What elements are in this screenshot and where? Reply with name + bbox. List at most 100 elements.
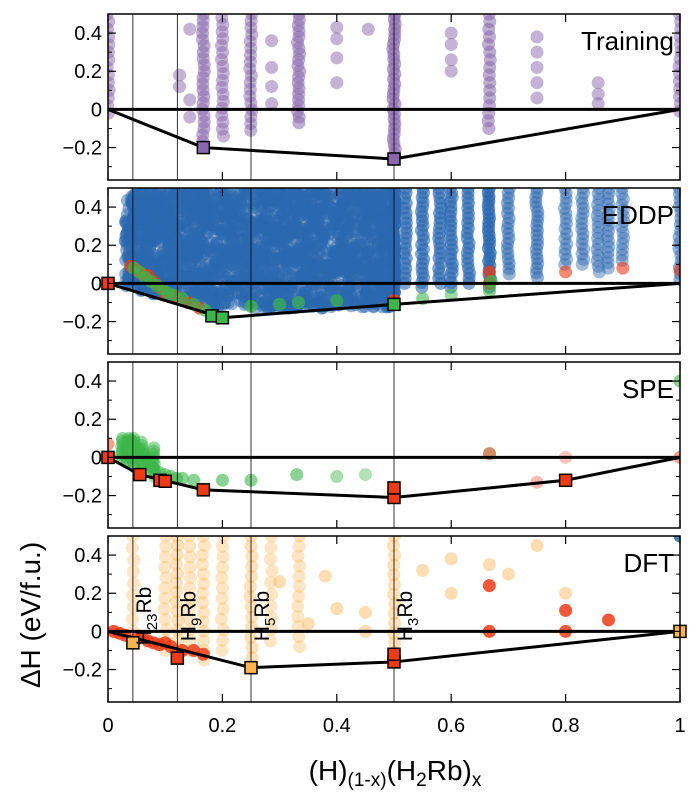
data-point <box>530 60 544 74</box>
data-point <box>245 640 259 654</box>
data-point <box>271 236 285 250</box>
data-point <box>615 188 629 195</box>
data-point <box>169 576 183 590</box>
data-point <box>215 643 229 657</box>
data-point <box>330 602 344 616</box>
data-point <box>169 585 183 599</box>
data-point <box>220 215 234 229</box>
y-tick-label: 0.4 <box>74 545 102 567</box>
data-point <box>616 226 630 240</box>
data-point <box>216 623 230 637</box>
data-point <box>300 258 314 272</box>
data-point <box>302 234 316 248</box>
data-point <box>134 194 148 208</box>
data-point <box>575 237 589 251</box>
data-point <box>616 192 630 206</box>
data-point <box>293 559 307 573</box>
data-point <box>254 241 268 255</box>
y-tick-label: 0 <box>91 273 102 295</box>
data-point <box>673 14 680 21</box>
data-point <box>615 188 629 201</box>
x-tick-label: 0.8 <box>552 715 580 737</box>
data-point <box>575 222 589 236</box>
data-point <box>127 553 141 567</box>
y-tick-label: 0.4 <box>74 197 102 219</box>
data-point <box>197 194 211 208</box>
data-point <box>183 581 197 595</box>
data-point <box>158 581 172 595</box>
data-point <box>238 246 252 260</box>
data-point <box>559 265 573 279</box>
panel-eddp: −0.2 0 0.2 0.4 EDDP <box>63 187 681 355</box>
data-point <box>365 205 379 219</box>
data-point <box>291 620 305 634</box>
data-point <box>591 215 605 229</box>
data-point <box>601 256 615 270</box>
hull-point-marker <box>158 474 172 489</box>
data-point <box>195 283 209 297</box>
data-point <box>108 437 115 451</box>
hull-point-marker <box>126 636 140 650</box>
panel-spe: −0.2 0 0.2 0.4 SPE <box>63 361 681 529</box>
data-point <box>444 288 458 302</box>
composition-label: H5Rb <box>251 591 279 641</box>
data-point <box>125 612 139 626</box>
data-point <box>291 295 305 309</box>
data-point <box>560 227 574 241</box>
y-tick-label: 0.2 <box>74 235 102 257</box>
data-point <box>444 64 458 78</box>
data-point <box>293 640 307 654</box>
data-point <box>617 231 631 245</box>
data-point <box>159 571 173 585</box>
data-point <box>576 201 590 215</box>
hull-point-marker <box>133 467 147 482</box>
data-point <box>273 575 287 589</box>
data-point <box>363 188 377 196</box>
data-point <box>216 298 230 312</box>
data-point <box>344 250 358 264</box>
data-point <box>183 22 197 36</box>
data-point <box>308 201 322 215</box>
data-point <box>227 252 241 266</box>
data-point <box>592 188 606 195</box>
data-point <box>161 201 175 215</box>
data-point <box>330 76 344 90</box>
data-point <box>301 617 315 631</box>
data-point <box>416 188 430 195</box>
data-point <box>591 259 605 273</box>
data-point <box>560 252 574 266</box>
data-point <box>559 206 573 220</box>
data-point <box>216 633 230 647</box>
data-point <box>245 549 259 563</box>
data-point <box>617 214 631 228</box>
data-point <box>416 563 430 577</box>
data-point <box>183 623 197 637</box>
data-point <box>245 610 259 624</box>
data-point <box>245 570 259 584</box>
data-point <box>443 188 457 195</box>
data-point <box>264 599 278 613</box>
data-point <box>591 76 605 90</box>
data-point <box>108 14 114 21</box>
data-point <box>591 220 605 234</box>
data-point <box>388 597 402 611</box>
data-point <box>502 188 516 195</box>
data-point <box>601 224 615 238</box>
data-point <box>214 612 228 626</box>
data-point <box>147 234 161 248</box>
data-point <box>576 227 590 241</box>
data-point <box>376 257 390 271</box>
data-point <box>291 609 305 623</box>
data-point <box>163 238 177 252</box>
data-point <box>386 539 400 553</box>
data-point <box>592 192 606 206</box>
data-point <box>197 605 211 619</box>
data-point <box>616 237 630 251</box>
panel-title: SPE <box>622 374 674 404</box>
data-point <box>575 191 589 205</box>
data-point <box>602 197 616 211</box>
data-point <box>362 248 376 262</box>
data-point <box>125 541 139 555</box>
data-point <box>461 188 475 195</box>
